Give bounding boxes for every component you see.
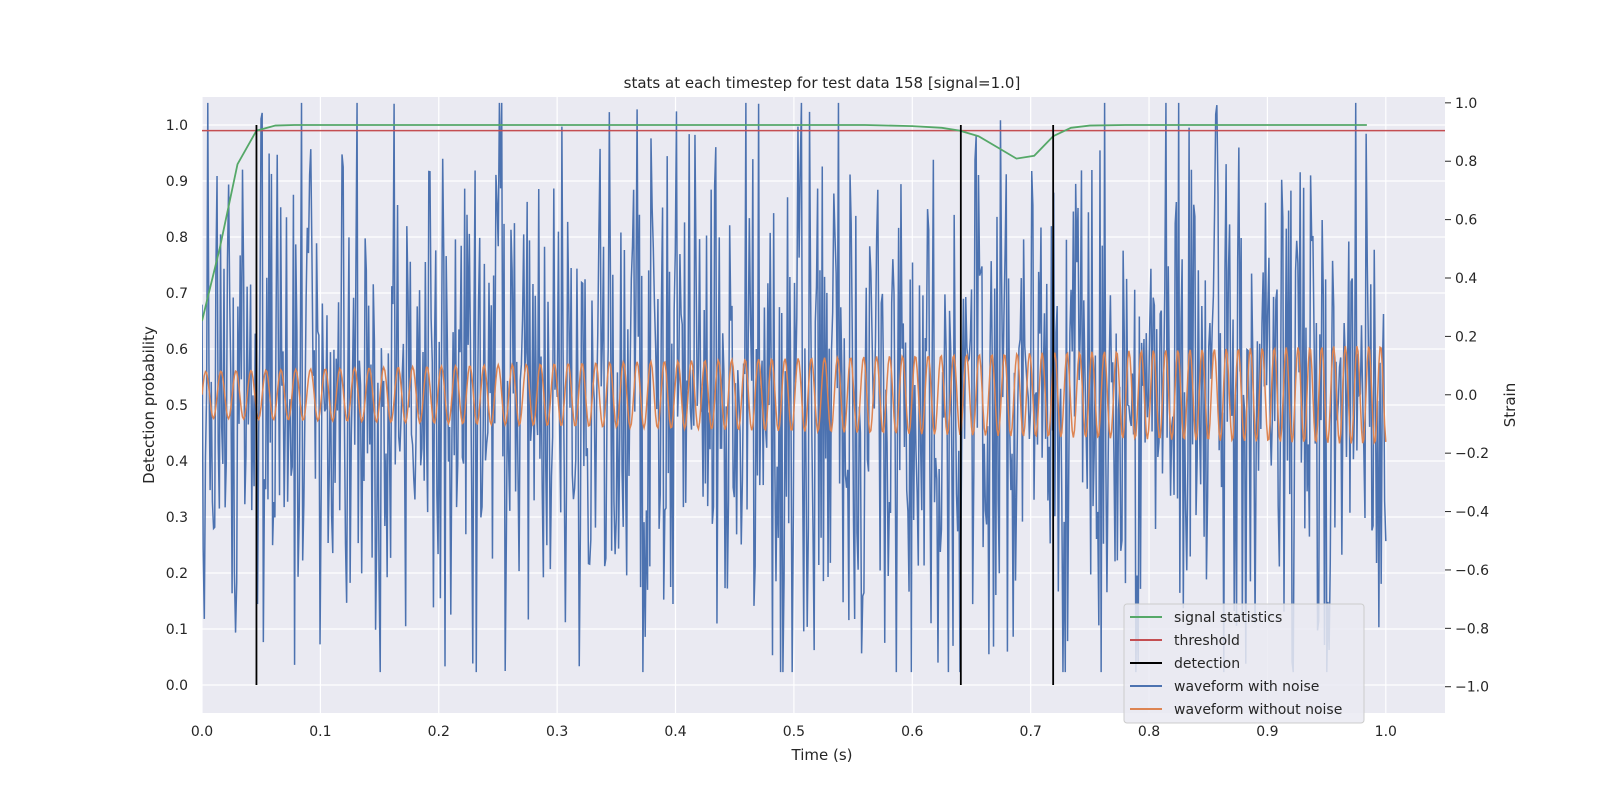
legend-label-noisy: waveform with noise	[1174, 679, 1319, 695]
y-tick-label: 0.5	[166, 398, 188, 414]
y2-tick-label: 0.2	[1455, 329, 1477, 345]
x-tick-label: 0.9	[1256, 724, 1278, 740]
y2-tick-label: 0.6	[1455, 213, 1477, 229]
chart-title: stats at each timestep for test data 158…	[624, 74, 1021, 92]
y-tick-label: 0.6	[166, 342, 188, 358]
y2-axis-label: Strain	[1501, 383, 1519, 427]
x-tick-label: 1.0	[1375, 724, 1397, 740]
y2-tick-label: −0.8	[1455, 621, 1489, 637]
y2-tick-label: −1.0	[1455, 680, 1489, 696]
y-tick-label: 0.1	[166, 622, 188, 638]
y-tick-label: 0.0	[166, 678, 188, 694]
legend-box	[1123, 603, 1365, 724]
y2-tick-label: 0.4	[1455, 271, 1477, 287]
x-axis-label: Time (s)	[791, 746, 853, 764]
y-tick-label: 0.2	[166, 566, 188, 582]
y2-tick-label: 1.0	[1455, 96, 1477, 112]
y2-tick-label: −0.2	[1455, 446, 1489, 462]
x-tick-label: 0.3	[546, 724, 568, 740]
legend-label-clean: waveform without noise	[1174, 702, 1342, 718]
series-signal-statistics	[202, 124, 1367, 322]
y-tick-label: 0.4	[166, 454, 188, 470]
x-tick-label: 0.2	[428, 724, 450, 740]
y-tick-label: 0.7	[166, 286, 188, 302]
x-tick-label: 0.0	[191, 724, 213, 740]
legend: signal statistics threshold detection wa…	[1123, 603, 1365, 724]
y-axis-left: 0.0 0.1 0.2 0.3 0.4 0.5 0.6 0.7 0.8 0.9 1.0	[166, 118, 188, 694]
x-tick-label: 0.6	[901, 724, 923, 740]
x-tick-label: 0.1	[309, 724, 331, 740]
x-tick-label: 0.4	[664, 724, 686, 740]
y2-tick-label: 0.8	[1455, 154, 1477, 170]
legend-label-signal: signal statistics	[1174, 610, 1282, 626]
y-axis-label: Detection probability	[140, 326, 158, 484]
y2-tick-label: −0.6	[1455, 563, 1489, 579]
legend-label-threshold: threshold	[1174, 633, 1240, 649]
y-tick-label: 0.3	[166, 510, 188, 526]
y-axis-right: −1.0 −0.8 −0.6 −0.4 −0.2 0.0 0.2 0.4 0.6 0.8 1.0	[1445, 96, 1489, 696]
series-waveform-without-noise	[202, 345, 1387, 445]
legend-label-detection: detection	[1174, 656, 1240, 672]
x-tick-label: 0.7	[1020, 724, 1042, 740]
y2-tick-label: −0.4	[1455, 505, 1489, 521]
y-tick-label: 0.9	[166, 174, 188, 190]
y-tick-label: 1.0	[166, 118, 188, 134]
x-tick-label: 0.5	[783, 724, 805, 740]
x-axis: 0.0 0.1 0.2 0.3 0.4 0.5 0.6 0.7 0.8 0.9 1.0	[191, 724, 1397, 740]
x-tick-label: 0.8	[1138, 724, 1160, 740]
y-tick-label: 0.8	[166, 230, 188, 246]
y2-tick-label: 0.0	[1455, 388, 1477, 404]
series-layer	[202, 102, 1445, 685]
